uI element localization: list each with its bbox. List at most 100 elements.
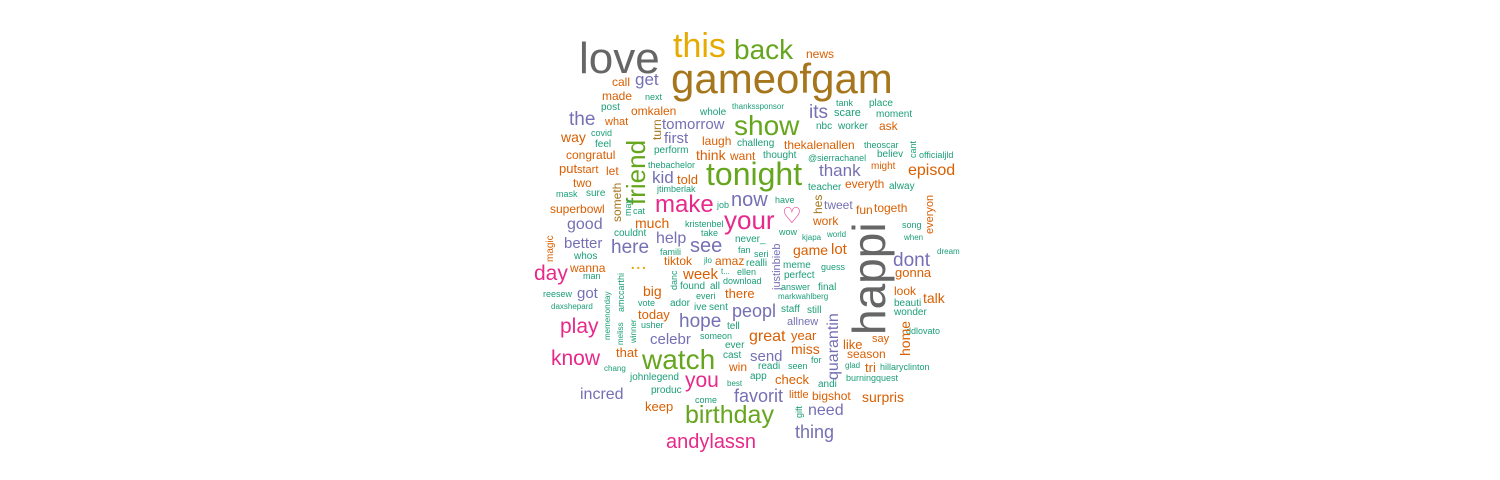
word-final: final	[818, 282, 837, 293]
word-better: better	[564, 235, 603, 252]
word-see: see	[690, 235, 723, 257]
word-melissa: meliss	[616, 322, 625, 345]
word-ellen: ellen	[737, 267, 757, 277]
word-keep: keep	[645, 399, 674, 414]
word-play: play	[560, 315, 599, 338]
word-still: still	[807, 305, 822, 316]
word-help: help	[656, 230, 687, 247]
word-big: big	[643, 283, 662, 299]
word-hillaryclinton: hillaryclinton	[880, 362, 930, 372]
word-favorit: favorit	[734, 386, 784, 406]
word-home: home	[897, 320, 913, 356]
word-have: have	[775, 195, 795, 205]
word-memenonday: memenonday	[603, 291, 612, 340]
word-superbowl: superbowl	[550, 202, 605, 216]
word-peopl: peopl	[732, 301, 777, 321]
word-gameofgam: gameofgam	[671, 55, 893, 102]
word-fan: fan	[738, 245, 751, 255]
word-cast: cast	[723, 350, 742, 361]
word-amccarthi: amccarthi	[616, 272, 626, 312]
word-say: say	[872, 333, 890, 345]
word-ador: ador	[670, 298, 691, 309]
word-you: you	[685, 369, 719, 392]
word-bigshot: bigshot	[812, 389, 851, 403]
word-officialjld: officialjld	[919, 150, 954, 160]
word-way: way	[561, 129, 586, 145]
word-tank: tank	[836, 98, 854, 108]
word-omkalen: omkalen	[631, 104, 677, 118]
word-look: look	[894, 284, 917, 298]
word-t: t...	[721, 267, 730, 276]
word-whole: whole	[700, 107, 727, 118]
word-vote: vote	[638, 298, 656, 308]
word-ever: ever	[725, 340, 745, 351]
word-world: world	[827, 230, 847, 239]
word-man: man	[583, 271, 601, 281]
word-congratul: congratul	[566, 148, 616, 162]
word-kid: kid	[652, 168, 674, 187]
word-think: think	[696, 147, 726, 163]
word-amaz: amaz	[715, 254, 745, 268]
word-friend: friend	[621, 139, 651, 205]
word-job: job	[717, 200, 730, 210]
word-beauti: beauti	[894, 298, 922, 309]
word-may: may	[623, 198, 633, 216]
word-season: season	[847, 347, 886, 361]
word-get: get	[635, 70, 659, 89]
word-markwahlberg: markwahlberg	[778, 292, 829, 301]
word-back: back	[734, 34, 794, 65]
word-burningquest: burningquest	[846, 373, 899, 383]
word-download: download	[723, 276, 762, 286]
word-found: found	[680, 281, 706, 292]
word-dream: dream	[937, 247, 960, 256]
word-year: year	[791, 328, 817, 343]
word-got: got	[577, 285, 598, 302]
word-chang: chang	[604, 364, 626, 373]
word-quarantin: quarantin	[825, 313, 842, 380]
word-ddlovato: ddlovato	[906, 326, 941, 336]
word-work: work	[813, 214, 839, 228]
word-believ: believ	[877, 149, 904, 160]
word-made: made	[602, 89, 633, 103]
word-send: send	[750, 348, 783, 365]
word-magic: magic	[545, 235, 556, 262]
word-someth: someth	[610, 182, 624, 222]
word-ellipsis: ...	[630, 252, 647, 274]
word-jlo: jlo	[704, 256, 713, 265]
word-tomorrow: tomorrow	[662, 116, 725, 133]
word-jtimberlak: jtimberlak	[657, 184, 696, 194]
icon-heart: ♡	[782, 203, 802, 228]
word-good: good	[567, 216, 603, 233]
word-nbc: nbc	[816, 121, 833, 132]
word-challeng: challeng	[737, 138, 775, 149]
word-check: check	[775, 372, 809, 387]
word-game: game	[793, 242, 829, 258]
word-all: all	[710, 281, 721, 292]
word-song: song	[902, 220, 922, 230]
word-let: let	[606, 164, 619, 178]
word-now: now	[731, 189, 768, 211]
word-there: there	[725, 286, 755, 301]
word-that: that	[616, 345, 638, 360]
word-two: two	[573, 176, 592, 190]
word-news: news	[806, 47, 835, 61]
word-might: might	[871, 161, 896, 172]
word-laugh: laugh	[702, 134, 732, 148]
word-place: place	[869, 98, 893, 109]
word-call: call	[612, 75, 631, 89]
word-staff: staff	[781, 304, 800, 315]
word-scare: scare	[834, 107, 861, 119]
word-kjapa: kjapa	[802, 233, 822, 242]
word-day: day	[534, 262, 568, 285]
word-wonder: wonder	[894, 307, 927, 318]
word-turn: turn	[650, 119, 664, 140]
word-sierrachanel: @sierrachanel	[808, 153, 867, 163]
word-seri: seri	[754, 249, 769, 259]
word-sure: sure	[586, 188, 606, 199]
word-moment: moment	[876, 109, 913, 120]
word-wanna: wanna	[570, 261, 606, 275]
word-everi: everi	[696, 291, 716, 301]
word-show: show	[734, 110, 800, 141]
word-fun: fun	[856, 203, 873, 217]
